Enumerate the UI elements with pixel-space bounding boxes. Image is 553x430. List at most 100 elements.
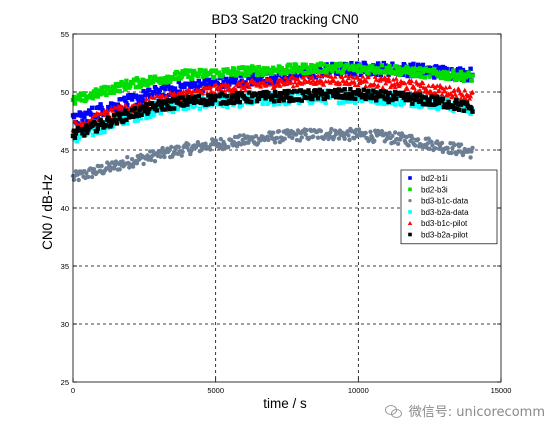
- data-point: [132, 106, 138, 111]
- data-point: [258, 138, 263, 143]
- data-point: [253, 133, 259, 139]
- data-point: [334, 90, 340, 95]
- data-point: [99, 105, 104, 111]
- data-point: [291, 70, 296, 75]
- data-point: [149, 157, 154, 163]
- data-point: [255, 72, 261, 78]
- data-point: [310, 78, 316, 83]
- data-point: [82, 91, 87, 96]
- data-point: [200, 74, 205, 79]
- data-point: [366, 71, 371, 76]
- data-point: [379, 129, 385, 134]
- data-point: [139, 112, 144, 117]
- data-point: [246, 72, 251, 77]
- series-bd3-b1c-data: [70, 126, 475, 183]
- data-point: [343, 73, 349, 78]
- data-point: [213, 68, 219, 73]
- data-point: [133, 84, 139, 90]
- data-point: [306, 88, 311, 93]
- data-point: [316, 69, 322, 75]
- data-point: [355, 69, 361, 74]
- data-point: [390, 133, 395, 139]
- data-point: [308, 80, 314, 85]
- data-point: [168, 79, 173, 84]
- data-point: [378, 72, 384, 78]
- data-point: [277, 83, 283, 88]
- data-point: [169, 144, 174, 150]
- data-point: [418, 74, 424, 79]
- watermark-text: 微信号: unicorecomm: [408, 405, 545, 420]
- data-point: [432, 75, 437, 80]
- y-tick-label: 40: [61, 204, 69, 213]
- data-point: [158, 111, 163, 116]
- data-point: [390, 61, 395, 66]
- data-point: [315, 135, 321, 140]
- data-point: [192, 97, 198, 102]
- data-point: [203, 68, 208, 73]
- data-point: [458, 69, 464, 75]
- data-point: [275, 69, 281, 74]
- data-point: [335, 71, 341, 77]
- data-point: [294, 82, 300, 88]
- data-point: [452, 142, 457, 148]
- data-point: [395, 141, 401, 146]
- data-point: [158, 154, 163, 159]
- data-point: [356, 127, 362, 132]
- data-point: [464, 100, 469, 105]
- data-point: [108, 123, 114, 128]
- data-point: [114, 88, 120, 94]
- data-point: [145, 90, 150, 96]
- data-point: [456, 87, 462, 92]
- data-point: [80, 118, 85, 123]
- data-point: [249, 99, 254, 105]
- data-point: [390, 101, 395, 106]
- data-point: [425, 71, 430, 76]
- data-point: [292, 67, 297, 72]
- data-point: [408, 67, 413, 72]
- data-point: [92, 121, 98, 127]
- data-point: [415, 62, 421, 67]
- data-point: [272, 99, 277, 104]
- data-point: [414, 73, 419, 79]
- data-point: [182, 84, 187, 90]
- data-point: [147, 87, 152, 93]
- data-point: [288, 79, 294, 85]
- data-point: [368, 129, 373, 134]
- data-point: [146, 81, 151, 87]
- data-point: [375, 82, 381, 88]
- data-point: [246, 75, 251, 81]
- data-point: [247, 66, 252, 71]
- data-point: [318, 73, 324, 78]
- data-point: [177, 71, 182, 76]
- data-point: [269, 99, 274, 105]
- data-point: [427, 146, 432, 151]
- data-point: [266, 137, 271, 143]
- data-point: [186, 142, 191, 147]
- data-point: [336, 136, 342, 141]
- data-point: [171, 76, 177, 81]
- x-tick-label: 15000: [491, 386, 512, 395]
- data-point: [204, 98, 209, 104]
- data-point: [270, 71, 275, 76]
- data-point: [142, 109, 147, 114]
- data-point: [386, 99, 391, 105]
- data-point: [394, 96, 399, 102]
- data-point: [274, 135, 280, 141]
- data-point: [175, 107, 181, 112]
- data-point: [128, 83, 133, 89]
- data-point: [125, 155, 130, 160]
- data-point: [136, 113, 141, 118]
- data-point: [299, 98, 304, 103]
- data-point: [212, 97, 218, 103]
- data-point: [210, 68, 215, 73]
- data-point: [461, 108, 467, 113]
- data-point: [207, 101, 212, 106]
- data-point: [103, 90, 108, 95]
- data-point: [281, 98, 286, 103]
- data-point: [240, 78, 246, 84]
- data-point: [439, 140, 445, 146]
- data-point: [87, 108, 92, 113]
- data-point: [166, 98, 171, 103]
- data-point: [190, 76, 195, 81]
- data-point: [123, 98, 128, 103]
